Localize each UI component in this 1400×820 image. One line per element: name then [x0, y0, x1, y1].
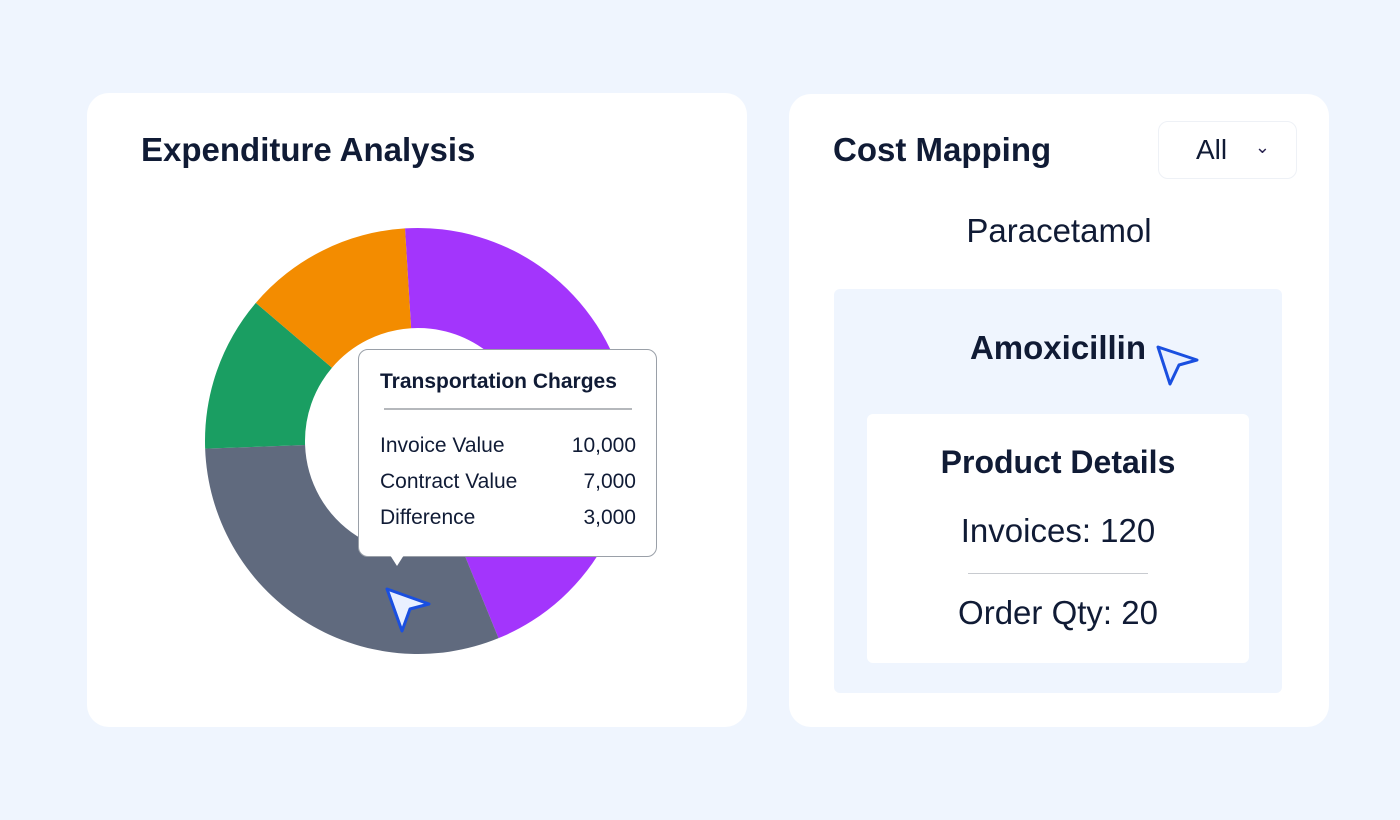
donut-slice[interactable] — [255, 228, 412, 368]
product-details-title: Product Details — [940, 444, 1176, 480]
tooltip-label: Contract Value — [380, 470, 518, 493]
tooltip-label: Invoice Value — [380, 434, 505, 457]
chevron-down-icon: ⌄ — [1254, 137, 1270, 157]
invoices-count: Invoices: 120 — [960, 512, 1156, 549]
item-paracetamol[interactable]: Paracetamol — [966, 212, 1152, 249]
cost-mapping-title: Cost Mapping — [833, 131, 1052, 168]
item-amoxicillin[interactable]: Amoxicillin — [969, 329, 1147, 366]
cursor-arrow-icon — [385, 587, 431, 633]
product-details-card — [867, 414, 1249, 663]
tooltip-value: 7,000 — [583, 470, 636, 493]
tooltip-value: 10,000 — [571, 434, 636, 457]
donut-slice[interactable] — [205, 302, 332, 449]
expenditure-title: Expenditure Analysis — [141, 131, 476, 168]
chart-tooltip: Transportation Charges Invoice Value 10,0… — [358, 349, 657, 557]
tooltip-row: Difference 3,000 — [380, 500, 636, 536]
tooltip-label: Difference — [380, 506, 476, 529]
tooltip-pointer — [390, 555, 404, 566]
filter-dropdown[interactable]: All ⌄ — [1158, 121, 1297, 179]
tooltip-title: Transportation Charges — [380, 370, 617, 393]
filter-selected: All — [1196, 134, 1228, 165]
order-qty: Order Qty: 20 — [958, 594, 1158, 631]
tooltip-divider — [384, 408, 632, 410]
details-divider — [968, 573, 1148, 574]
cursor-arrow-icon — [1156, 345, 1199, 386]
tooltip-row: Contract Value 7,000 — [380, 464, 636, 500]
tooltip-value: 3,000 — [583, 506, 636, 529]
tooltip-row: Invoice Value 10,000 — [380, 428, 636, 464]
